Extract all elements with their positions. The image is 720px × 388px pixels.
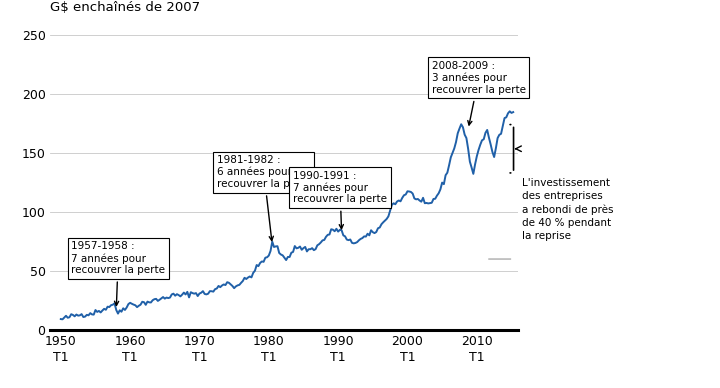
Text: 1957-1958 :
7 années pour
recouvrer la perte: 1957-1958 : 7 années pour recouvrer la p… bbox=[71, 241, 165, 305]
Text: 1990-1991 :
7 années pour
recouvrer la perte: 1990-1991 : 7 années pour recouvrer la p… bbox=[293, 171, 387, 229]
Text: 1981-1982 :
6 années pour
recouvrer la perte: 1981-1982 : 6 années pour recouvrer la p… bbox=[217, 155, 311, 241]
Text: G$ enchaînés de 2007: G$ enchaînés de 2007 bbox=[50, 1, 201, 14]
Text: 2008-2009 :
3 années pour
recouvrer la perte: 2008-2009 : 3 années pour recouvrer la p… bbox=[432, 61, 526, 125]
Text: L'investissement
des entreprises
a rebondi de près
de 40 % pendant
la reprise: L'investissement des entreprises a rebon… bbox=[522, 178, 613, 241]
